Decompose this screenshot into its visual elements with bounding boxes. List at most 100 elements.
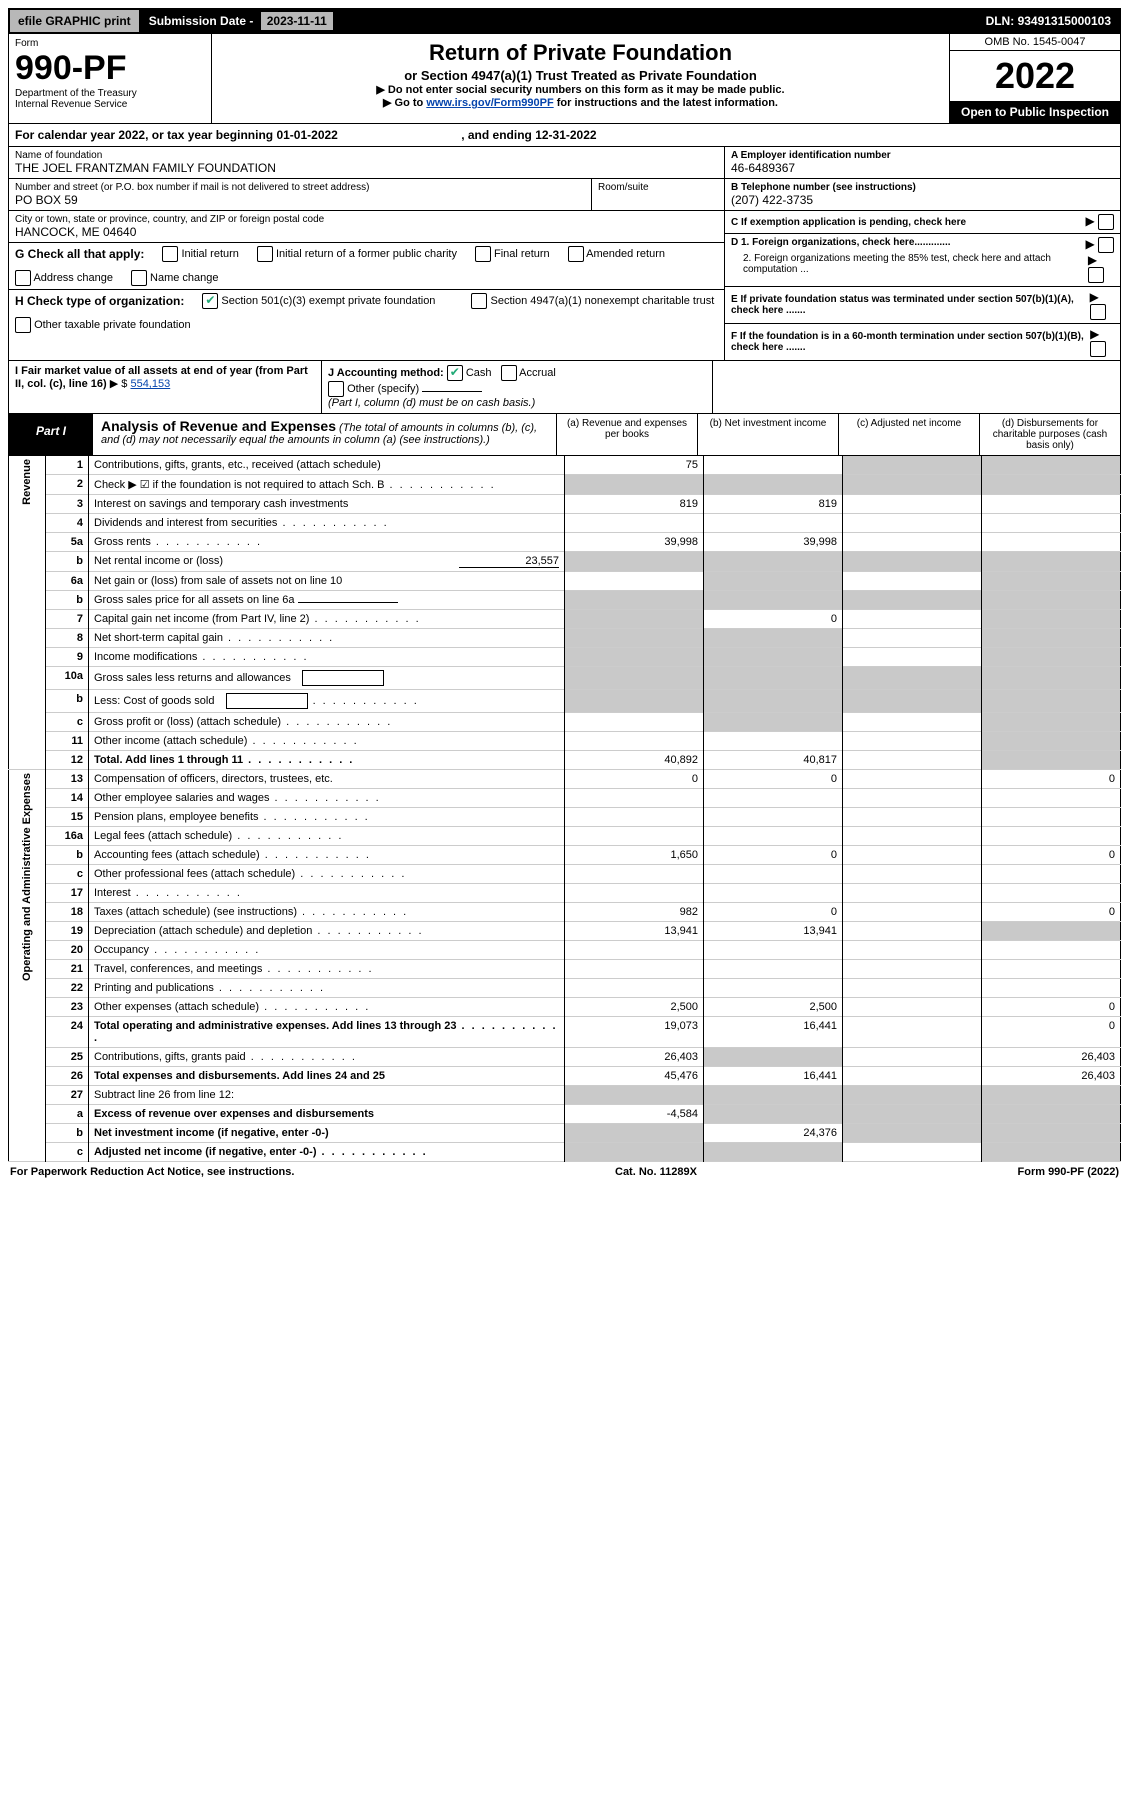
row-desc: Total. Add lines 1 through 11 — [89, 751, 565, 770]
row-number: 25 — [46, 1048, 89, 1067]
checkbox-address-change[interactable] — [15, 270, 31, 286]
cell-b — [704, 475, 843, 495]
cell-b: 2,500 — [704, 998, 843, 1017]
row-desc: Gross profit or (loss) (attach schedule) — [89, 713, 565, 732]
cell-c — [843, 1086, 982, 1105]
cell-a — [565, 884, 704, 903]
cell-a: -4,584 — [565, 1105, 704, 1124]
checkbox-other-taxable[interactable] — [15, 317, 31, 333]
cell-c — [843, 770, 982, 789]
cell-c — [843, 648, 982, 667]
fmv-link[interactable]: 554,153 — [130, 378, 170, 390]
cell-a: 19,073 — [565, 1017, 704, 1048]
tax-year: 2022 — [950, 51, 1120, 101]
cell-b — [704, 865, 843, 884]
cell-a — [565, 808, 704, 827]
row-desc: Legal fees (attach schedule) — [89, 827, 565, 846]
info-block: Name of foundation THE JOEL FRANTZMAN FA… — [8, 147, 1121, 361]
subdate-value: 2023-11-11 — [261, 12, 333, 30]
cell-d — [982, 514, 1121, 533]
checkbox-501c3[interactable]: ✔ — [202, 293, 218, 309]
cell-c — [843, 903, 982, 922]
row-number: 2 — [46, 475, 89, 495]
city-cell: City or town, state or province, country… — [9, 211, 724, 243]
e-cell: E If private foundation status was termi… — [725, 287, 1120, 324]
cell-a: 982 — [565, 903, 704, 922]
row-desc: Interest on savings and temporary cash i… — [89, 495, 565, 514]
row-desc: Total operating and administrative expen… — [89, 1017, 565, 1048]
row-desc: Depreciation (attach schedule) and deple… — [89, 922, 565, 941]
cell-a — [565, 941, 704, 960]
row-number: 21 — [46, 960, 89, 979]
checkbox-name-change[interactable] — [131, 270, 147, 286]
cell-b: 39,998 — [704, 533, 843, 552]
row-number: 12 — [46, 751, 89, 770]
checkbox-final-return[interactable] — [475, 246, 491, 262]
i-j-row: I Fair market value of all assets at end… — [8, 361, 1121, 414]
header-center: Return of Private Foundation or Section … — [212, 34, 949, 123]
table-row: 14Other employee salaries and wages — [9, 789, 1121, 808]
row-desc: Other expenses (attach schedule) — [89, 998, 565, 1017]
checkbox-initial-former[interactable] — [257, 246, 273, 262]
cell-d — [982, 495, 1121, 514]
cell-d — [982, 732, 1121, 751]
row-number: 8 — [46, 629, 89, 648]
row-desc: Taxes (attach schedule) (see instruction… — [89, 903, 565, 922]
table-row: 2Check ▶ ☑ if the foundation is not requ… — [9, 475, 1121, 495]
checkbox-e[interactable] — [1090, 304, 1106, 320]
cell-d — [982, 827, 1121, 846]
f-cell: F If the foundation is in a 60-month ter… — [725, 324, 1120, 360]
row-desc: Net gain or (loss) from sale of assets n… — [89, 572, 565, 591]
checkbox-4947a1[interactable] — [471, 293, 487, 309]
row-number: 11 — [46, 732, 89, 751]
checkbox-cash[interactable]: ✔ — [447, 365, 463, 381]
cell-c — [843, 979, 982, 998]
cell-d — [982, 1124, 1121, 1143]
row-number: 23 — [46, 998, 89, 1017]
table-row: 11Other income (attach schedule) — [9, 732, 1121, 751]
cell-b — [704, 690, 843, 713]
cell-c — [843, 495, 982, 514]
form990pf-link[interactable]: www.irs.gov/Form990PF — [426, 97, 553, 109]
checkbox-accrual[interactable] — [501, 365, 517, 381]
checkbox-other-method[interactable] — [328, 381, 344, 397]
table-row: 7Capital gain net income (from Part IV, … — [9, 610, 1121, 629]
cell-d — [982, 552, 1121, 572]
efile-label[interactable]: efile GRAPHIC print — [10, 10, 141, 32]
cell-b — [704, 808, 843, 827]
table-row: 21Travel, conferences, and meetings — [9, 960, 1121, 979]
cell-c — [843, 667, 982, 690]
cell-b — [704, 648, 843, 667]
checkbox-d2[interactable] — [1088, 267, 1104, 283]
checkbox-c[interactable] — [1098, 214, 1114, 230]
part1-col-headers: (a) Revenue and expenses per books (b) N… — [556, 414, 1120, 455]
cell-d: 0 — [982, 846, 1121, 865]
expenses-table: Operating and Administrative Expenses13C… — [8, 770, 1121, 1162]
cell-c — [843, 827, 982, 846]
cell-b — [704, 667, 843, 690]
table-row: 17Interest — [9, 884, 1121, 903]
cell-a — [565, 1124, 704, 1143]
cell-b: 0 — [704, 846, 843, 865]
row-desc: Gross sales price for all assets on line… — [89, 591, 565, 610]
cell-a — [565, 690, 704, 713]
table-row: 16aLegal fees (attach schedule) — [9, 827, 1121, 846]
cell-c — [843, 960, 982, 979]
cell-a — [565, 648, 704, 667]
checkbox-f[interactable] — [1090, 341, 1106, 357]
revenue-table: Revenue1Contributions, gifts, grants, et… — [8, 456, 1121, 770]
cell-d — [982, 713, 1121, 732]
checkbox-d1[interactable] — [1098, 237, 1114, 253]
footer-left: For Paperwork Reduction Act Notice, see … — [10, 1166, 294, 1178]
instr-2: ▶ Go to www.irs.gov/Form990PF for instru… — [220, 96, 941, 109]
cell-d — [982, 610, 1121, 629]
cell-d — [982, 629, 1121, 648]
row-desc: Net rental income or (loss) 23,557 — [89, 552, 565, 572]
form-label: Form — [15, 38, 205, 49]
cell-a — [565, 827, 704, 846]
checkbox-amended-return[interactable] — [568, 246, 584, 262]
checkbox-initial-return[interactable] — [162, 246, 178, 262]
row-desc: Occupancy — [89, 941, 565, 960]
cell-a: 26,403 — [565, 1048, 704, 1067]
cell-c — [843, 1105, 982, 1124]
